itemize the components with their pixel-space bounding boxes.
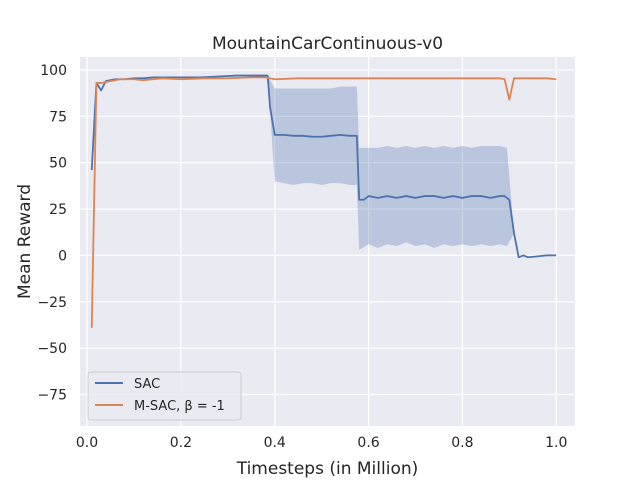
grid bbox=[80, 57, 575, 426]
x-tick-label: 0.8 bbox=[451, 435, 473, 451]
legend-label-msac: M-SAC, β = -1 bbox=[134, 399, 225, 414]
y-tick-label: −75 bbox=[37, 387, 67, 403]
series-line-msac bbox=[90, 76, 557, 328]
confidence-band-sac bbox=[267, 75, 515, 250]
legend-box bbox=[87, 371, 242, 421]
y-tick-label: 0 bbox=[58, 248, 67, 264]
x-tick-label: 0.4 bbox=[264, 435, 286, 451]
x-axis-label: Timesteps (in Million) bbox=[236, 459, 419, 479]
plot-area bbox=[80, 57, 575, 426]
y-axis-label: Mean Reward bbox=[15, 184, 35, 299]
series-line-sac bbox=[90, 74, 557, 259]
y-tick-label: 50 bbox=[49, 156, 67, 172]
x-tick-labels: 0.0 0.2 0.4 0.6 0.8 1.0 bbox=[76, 435, 567, 451]
y-tick-label: 100 bbox=[40, 63, 67, 79]
y-tick-labels: −75 −50 −25 0 25 50 75 100 bbox=[37, 63, 67, 403]
x-tick-label: 0.6 bbox=[357, 435, 379, 451]
y-tick-label: −50 bbox=[37, 341, 67, 357]
x-tick-label: 0.0 bbox=[76, 435, 98, 451]
y-tick-label: 75 bbox=[49, 109, 67, 125]
series-lines bbox=[90, 74, 557, 328]
confidence-bands bbox=[267, 75, 515, 250]
y-tick-label: 25 bbox=[49, 202, 67, 218]
x-tick-label: 0.2 bbox=[170, 435, 192, 451]
chart-title: MountainCarContinuous-v0 bbox=[212, 34, 443, 54]
legend: SAC M-SAC, β = -1 bbox=[87, 371, 242, 421]
legend-label-sac: SAC bbox=[134, 377, 160, 392]
x-tick-label: 1.0 bbox=[545, 435, 567, 451]
y-tick-label: −25 bbox=[37, 295, 67, 311]
